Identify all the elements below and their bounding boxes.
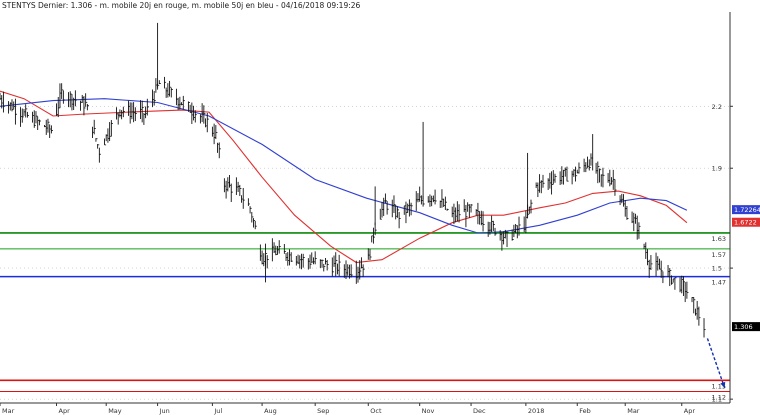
x-tick-label: Mar [2,407,15,415]
x-tick-label: 2018 [528,407,545,415]
x-tick-label: Apr [684,407,696,415]
x-tick-label: May [108,407,122,415]
value-tag-label: 1.72264 [734,206,760,214]
level-label: 1.15 [712,382,726,390]
chart-title: STENTYS Dernier: 1.306 - m. mobile 20j e… [2,1,361,10]
moving-average-line [0,90,688,264]
x-tick-label: Nov [422,407,435,415]
level-label: 1.57 [712,251,726,259]
chart-title-text: STENTYS Dernier: 1.306 - m. mobile 20j e… [2,1,361,10]
support-resistance-levels: 1.63 1.57 1.47 1.15 1.12 [0,232,730,402]
value-tag-label: 1.6722 [734,219,757,227]
value-tag-label: 1.306 [734,323,753,331]
x-tick-label: Sep [317,407,329,415]
value-tags: 1.72264 1.6722 1.306 [732,205,760,332]
x-tick-label: Jul [213,407,222,415]
projection-arrow [706,338,726,389]
y-tick-label: 1.1 [712,396,722,404]
value-tag-bg [732,217,760,227]
y-tick-label: 1.5 [712,265,722,273]
level-label: 1.12 [712,394,726,402]
x-tick-label: Apr [59,407,71,415]
value-tag-bg [732,205,760,215]
y-tick-label: 1.9 [712,165,722,173]
x-tick-label: Jun [159,407,170,415]
level-label: 1.47 [712,279,726,287]
x-tick-label: Oct [370,407,382,415]
x-tick-label: Mar [627,407,640,415]
moving-average-line [0,98,688,234]
arrow-head [720,381,726,388]
y-tick-label: 2.2 [712,103,722,111]
price-bars [0,22,706,338]
moving-averages [0,90,688,264]
x-tick-label: Dec [473,407,486,415]
value-tag-bg [732,322,760,332]
arrow-shaft [706,338,726,389]
x-tick-label: Feb [579,407,591,415]
grid-lines [0,105,730,400]
x-tick-label: Aug [264,407,277,415]
level-label: 1.63 [712,235,726,243]
axes: 2.2 1.9 1.5 1.1 Mar Apr May Jun Jul Aug Sep Oct Nov D… [0,12,733,415]
